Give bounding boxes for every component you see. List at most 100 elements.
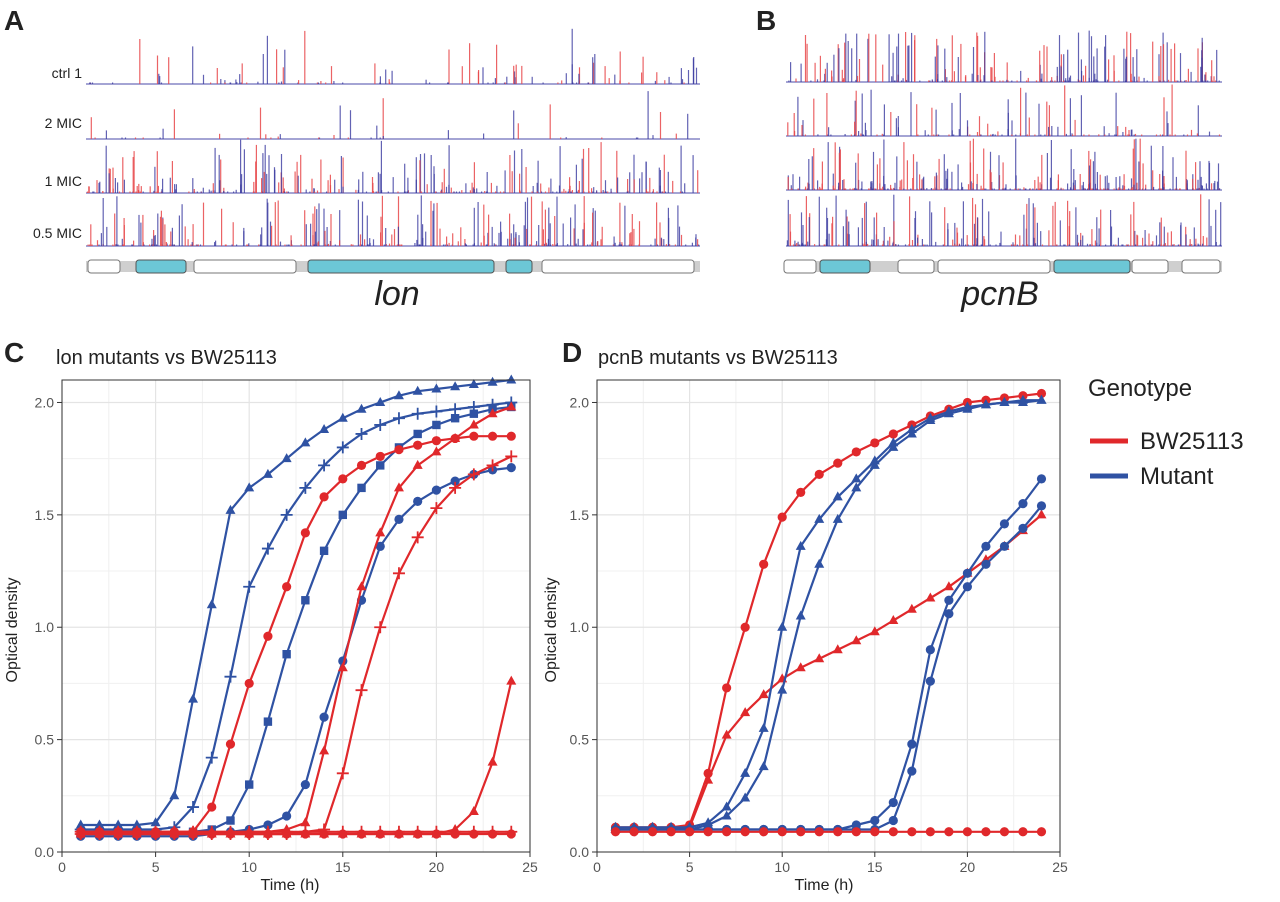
- ticks: 0 5 10 15 20 25 0.0 0.5 1.0 1.5 2.0: [570, 379, 1068, 875]
- data-point: [962, 827, 973, 837]
- data-point: [169, 829, 179, 839]
- data-point: [468, 419, 479, 429]
- data-point: [1036, 501, 1047, 511]
- data-point: [888, 827, 898, 837]
- data-point: [319, 745, 330, 755]
- data-point: [338, 474, 348, 484]
- data-point: [412, 459, 423, 469]
- data-point: [357, 483, 366, 493]
- data-point: [777, 621, 788, 631]
- data-point: [925, 676, 935, 686]
- data-point: [430, 405, 443, 418]
- y-axis-label: Optical density: [4, 578, 21, 683]
- data-point: [758, 722, 769, 732]
- data-point: [261, 542, 274, 555]
- x-tick-label: 10: [774, 859, 790, 875]
- gene-box: [193, 259, 297, 274]
- data-point: [629, 827, 639, 837]
- data-point: [777, 512, 787, 522]
- data-point: [647, 827, 658, 837]
- data-point: [113, 829, 123, 839]
- data-point: [263, 829, 273, 839]
- track-label-1mic: 1 MIC: [45, 173, 82, 189]
- gene-box: [783, 259, 817, 274]
- data-point: [505, 450, 518, 463]
- plot-frame: [61, 379, 531, 853]
- legend: Genotype BW25113 Mutant: [1088, 375, 1244, 490]
- gene-box: [937, 259, 1051, 274]
- data-point: [319, 712, 329, 722]
- y-tick-label: 1.0: [570, 619, 590, 635]
- data-point: [870, 827, 880, 837]
- data-point: [796, 827, 806, 837]
- data-point: [337, 662, 348, 672]
- data-point: [851, 827, 861, 837]
- data-point: [468, 378, 479, 388]
- data-point: [205, 751, 218, 764]
- growth-chart-lon: lon mutants vs BW25113 0 5 10 15 20 25 0.0 0.5 1…: [4, 347, 538, 894]
- legend-title: Genotype: [1088, 375, 1192, 402]
- data-point: [224, 670, 237, 683]
- data-point: [375, 527, 386, 537]
- data-point: [392, 567, 405, 580]
- data-point: [759, 559, 769, 569]
- data-point: [888, 429, 898, 439]
- data-point: [888, 441, 899, 451]
- panel-letter-c: C: [4, 337, 24, 368]
- data-point: [319, 829, 329, 839]
- data-point: [300, 829, 310, 839]
- data-point: [393, 390, 404, 400]
- chart-title: pcnB mutants vs BW25113: [598, 347, 838, 369]
- data-point: [413, 496, 423, 506]
- gene-name-pcnb: pcnB: [960, 275, 1039, 313]
- data-point: [356, 403, 367, 413]
- data-point: [449, 403, 462, 416]
- data-point: [610, 827, 621, 837]
- data-point: [1036, 474, 1047, 484]
- data-point: [506, 829, 516, 839]
- track-label-05mic: 0.5 MIC: [33, 225, 82, 241]
- panel-letter-a: A: [4, 5, 24, 36]
- data-point: [487, 829, 498, 839]
- x-tick-label: 25: [522, 859, 538, 875]
- data-point: [944, 827, 954, 837]
- data-point: [299, 481, 312, 494]
- x-tick-label: 15: [335, 859, 351, 875]
- data-point: [187, 801, 200, 814]
- data-point: [411, 407, 424, 420]
- series-mutant-triangle: [75, 374, 517, 829]
- data-point: [851, 635, 862, 645]
- data-point: [740, 827, 750, 837]
- data-point: [980, 399, 991, 409]
- data-point: [319, 423, 330, 433]
- data-point: [888, 614, 899, 624]
- data-point: [413, 440, 423, 450]
- y-tick-label: 0.0: [35, 844, 55, 860]
- data-point: [486, 459, 499, 472]
- data-point: [1018, 827, 1028, 837]
- data-point: [337, 412, 348, 422]
- data-point: [925, 645, 935, 655]
- data-point: [300, 779, 310, 790]
- data-point: [777, 684, 788, 694]
- data-point: [300, 528, 310, 538]
- data-point: [870, 438, 880, 448]
- data-point: [666, 827, 676, 837]
- data-point: [1017, 396, 1028, 406]
- data-point: [431, 446, 442, 456]
- data-point: [721, 801, 732, 811]
- data-point: [1018, 523, 1028, 533]
- data-point: [225, 829, 236, 839]
- data-point: [888, 797, 898, 808]
- data-point: [907, 766, 917, 776]
- data-point: [981, 541, 991, 551]
- data-point: [814, 558, 825, 568]
- data-point: [740, 622, 750, 632]
- data-point: [944, 595, 954, 605]
- data-point: [944, 609, 954, 619]
- data-point: [943, 581, 954, 591]
- data-point: [740, 767, 751, 777]
- gene-annotation-pcnb: [783, 259, 1222, 274]
- data-point: [1036, 827, 1047, 837]
- data-point: [338, 829, 348, 839]
